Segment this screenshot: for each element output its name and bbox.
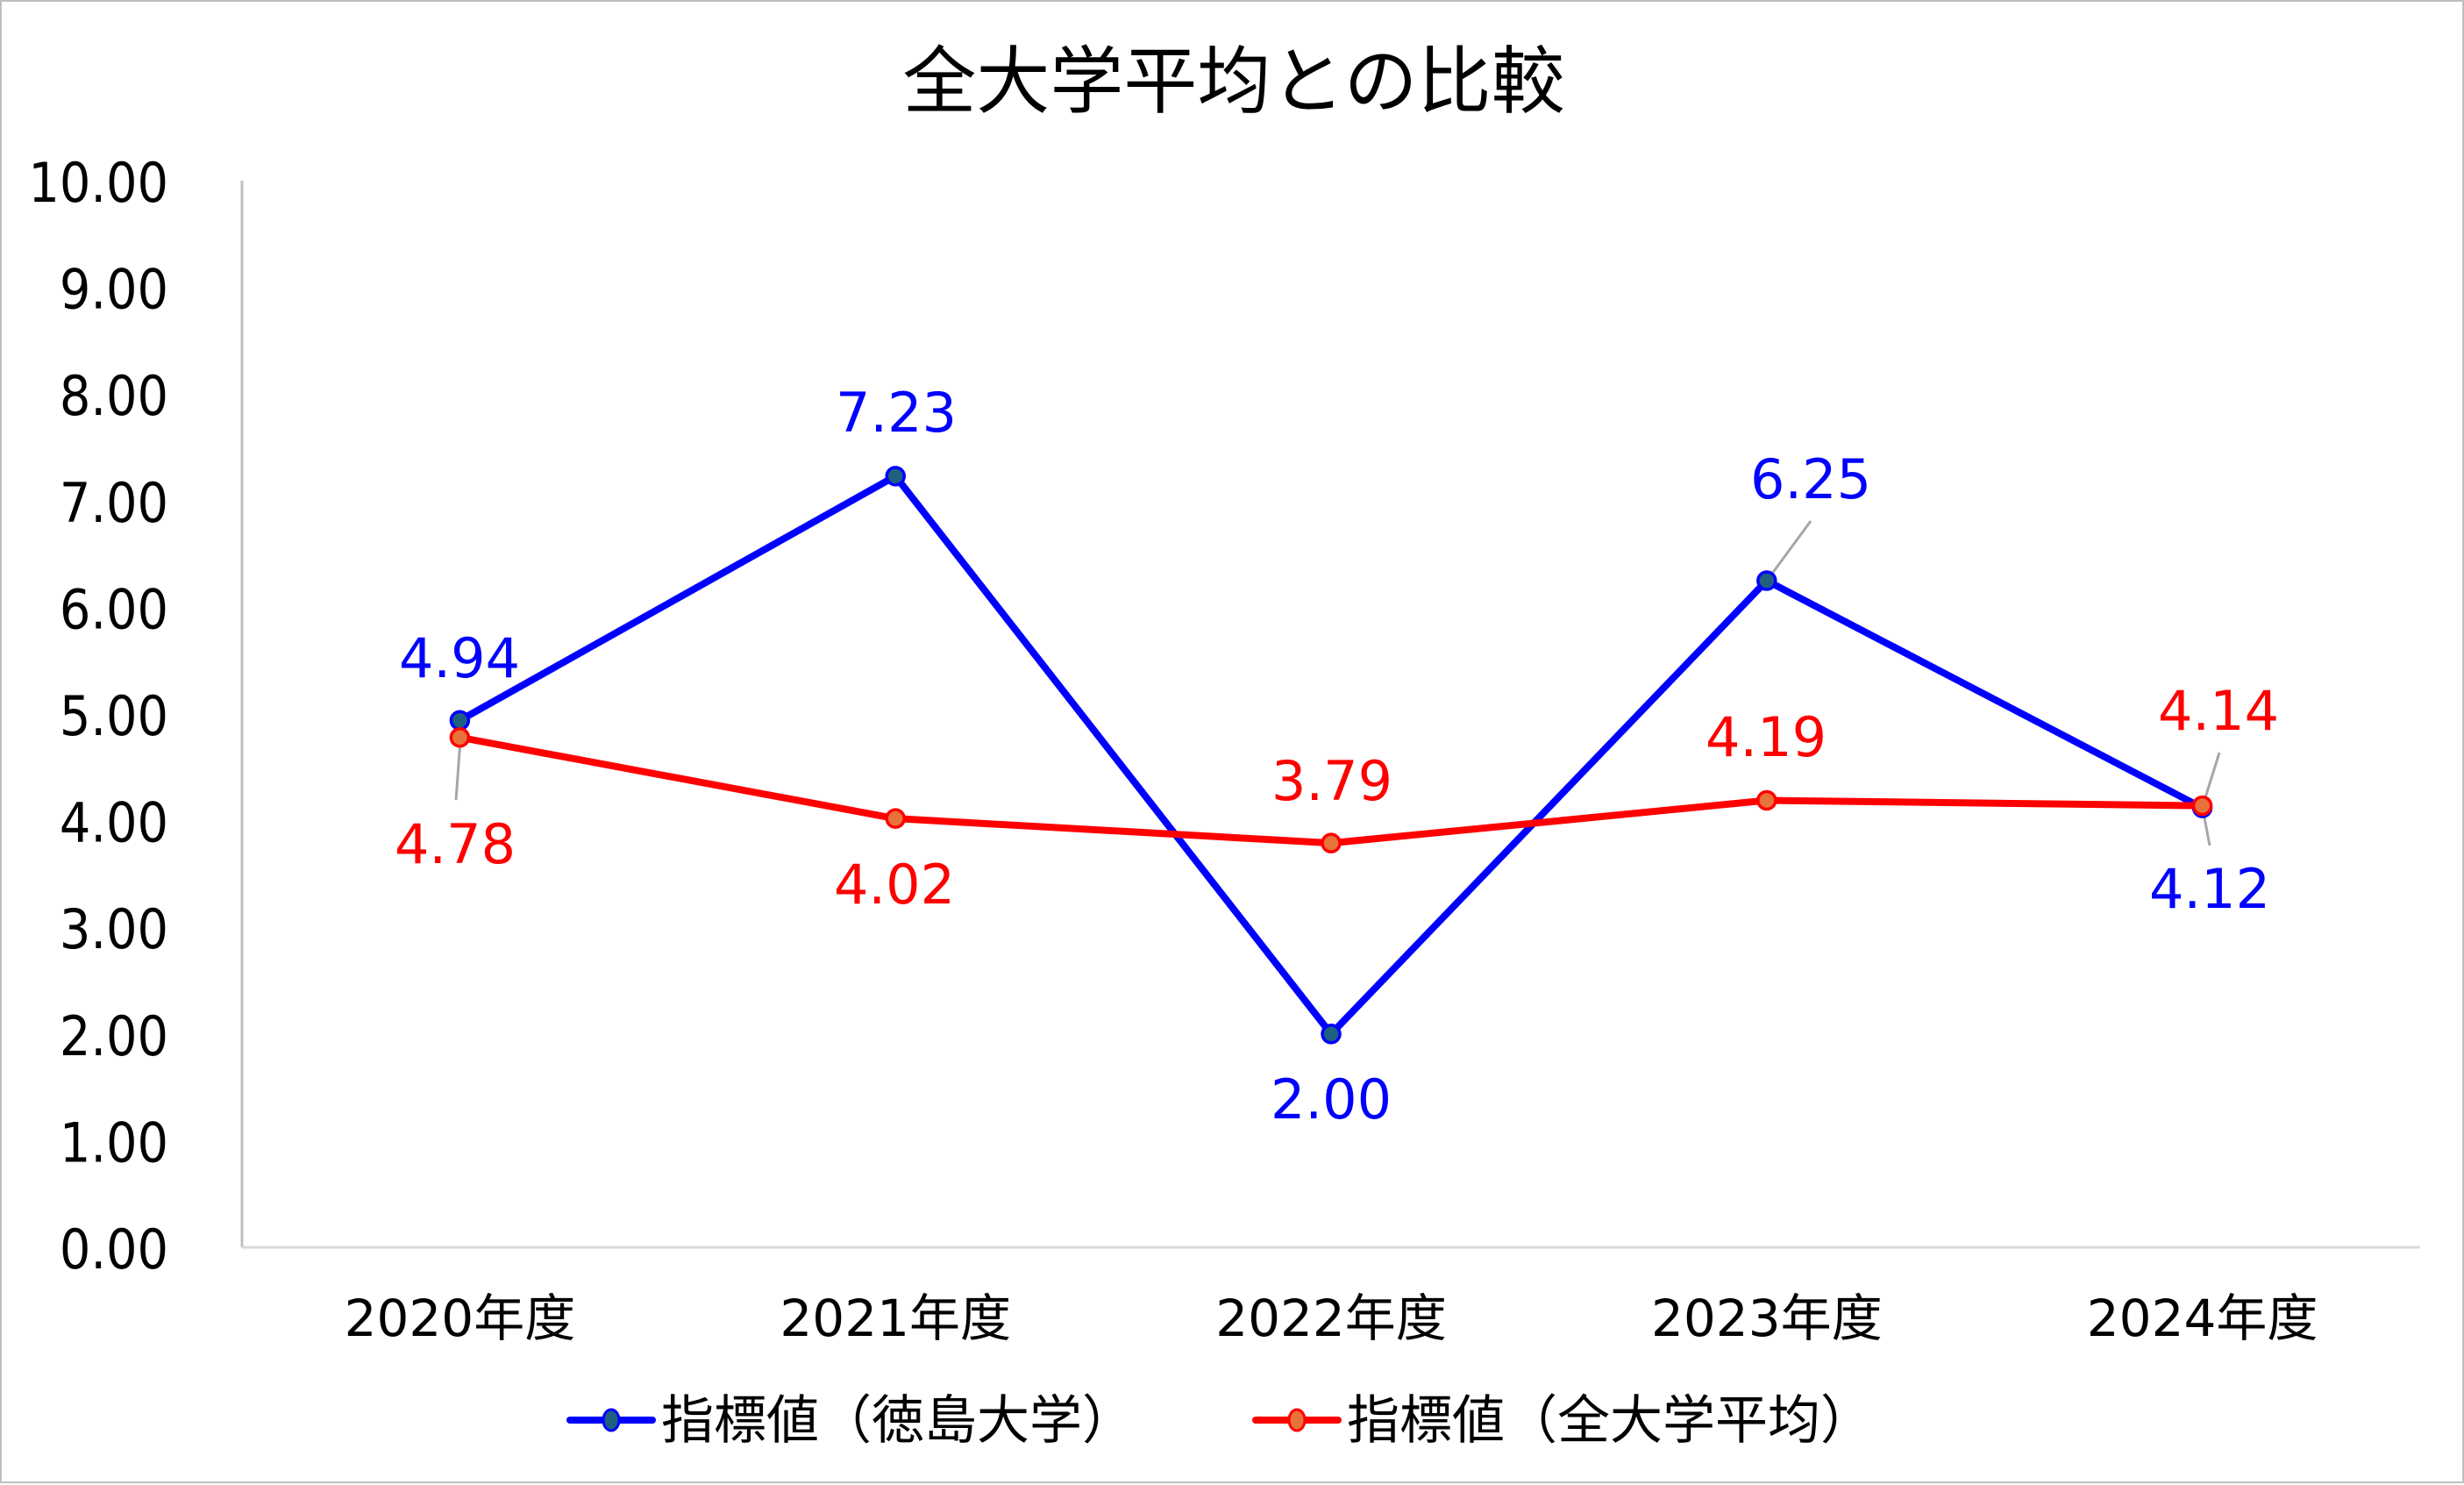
legend-item-1[interactable]: 指標値（全大学平均） — [1252, 1390, 1873, 1452]
legend-label: 指標値（全大学平均） — [1347, 1390, 1873, 1452]
legend-item-0[interactable]: 指標値（徳島大学） — [566, 1390, 1135, 1452]
y-tick-label: 7.00 — [60, 471, 168, 535]
legend-marker-icon — [1287, 1408, 1307, 1432]
leader-line — [1765, 520, 1812, 582]
y-tick-label: 10.00 — [28, 151, 168, 215]
legend-marker-icon — [602, 1408, 621, 1432]
data-point-marker[interactable] — [449, 710, 471, 732]
x-tick-label: 2022年度 — [1215, 1289, 1447, 1348]
x-tick-label: 2021年度 — [780, 1289, 1011, 1348]
y-tick-label: 2.00 — [60, 1004, 168, 1068]
data-point-marker[interactable] — [885, 808, 906, 829]
y-tick-label: 3.00 — [60, 897, 168, 961]
chart-title: 全大学平均との比較 — [902, 39, 1564, 125]
data-label: 6.25 — [1750, 447, 1871, 511]
y-tick-label: 4.00 — [60, 791, 168, 855]
legend-label: 指標値（徳島大学） — [661, 1390, 1135, 1452]
y-tick-label: 8.00 — [60, 364, 168, 428]
data-labels: 4.94 7.23 2.00 6.25 4.12 4.78 4.02 3.79 4.19 4.14 — [395, 381, 2279, 1132]
x-tick-label: 2023年度 — [1651, 1289, 1883, 1348]
y-tick-label: 1.00 — [60, 1110, 168, 1174]
series-markers — [449, 466, 2213, 1045]
data-label: 4.94 — [399, 626, 520, 690]
data-point-marker[interactable] — [449, 727, 471, 748]
data-point-marker[interactable] — [2191, 795, 2213, 817]
y-tick-label: 0.00 — [60, 1217, 168, 1282]
x-axis: 2020年度 2021年度 2022年度 2023年度 2024年度 — [242, 1246, 2420, 1348]
leader-line — [454, 739, 462, 801]
data-label: 4.78 — [395, 812, 516, 876]
legend: 指標値（徳島大学） 指標値（全大学平均） — [566, 1390, 1873, 1452]
y-tick-label: 5.00 — [60, 684, 168, 748]
x-tick-label: 2024年度 — [2087, 1289, 2318, 1348]
data-label: 2.00 — [1271, 1067, 1392, 1132]
data-point-marker[interactable] — [885, 466, 906, 487]
data-point-marker[interactable] — [1321, 1024, 1342, 1045]
y-tick-label: 9.00 — [60, 258, 168, 322]
data-point-marker[interactable] — [1756, 570, 1777, 591]
x-tick-label: 2020年度 — [345, 1289, 576, 1348]
data-label: 4.19 — [1706, 705, 1827, 769]
data-point-marker[interactable] — [1321, 832, 1342, 853]
data-label: 3.79 — [1271, 749, 1392, 813]
y-tick-label: 6.00 — [60, 577, 168, 641]
data-label: 4.14 — [2158, 679, 2279, 743]
data-point-marker[interactable] — [1756, 789, 1777, 811]
data-label: 4.02 — [834, 853, 955, 917]
data-label: 4.12 — [2149, 857, 2270, 921]
data-label: 7.23 — [836, 381, 957, 445]
y-axis: 0.00 1.00 2.00 3.00 4.00 5.00 6.00 7.00 8.00 9.00… — [28, 151, 244, 1282]
